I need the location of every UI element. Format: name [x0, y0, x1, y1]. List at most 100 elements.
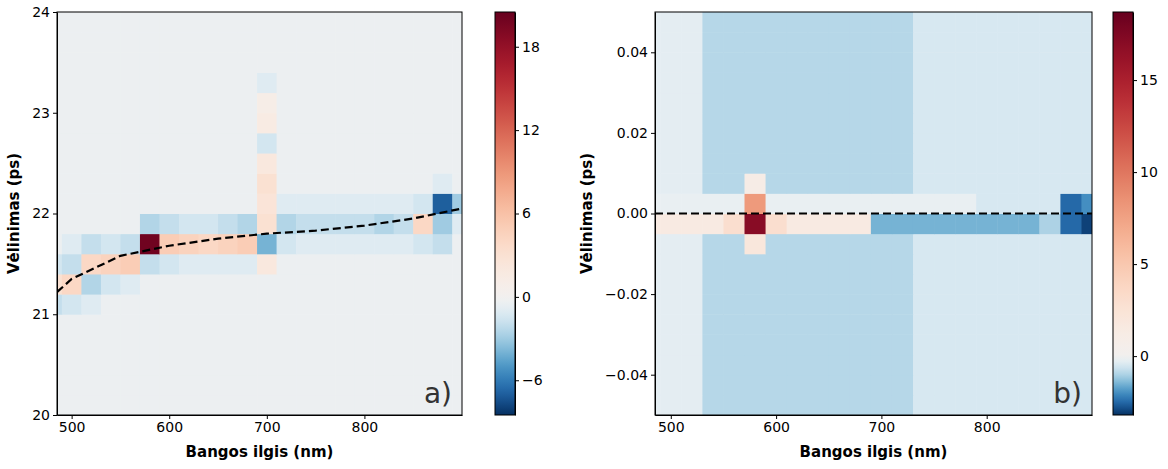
heatmap-cell — [452, 314, 462, 335]
heatmap-cell — [702, 113, 724, 134]
heatmap-cell — [723, 254, 745, 275]
heatmap-cell — [257, 133, 277, 154]
heatmap-cell — [955, 355, 977, 376]
heatmap-cell — [997, 193, 1019, 214]
heatmap-cell — [335, 214, 355, 235]
heatmap-cell — [296, 274, 316, 295]
heatmap-cell — [120, 314, 140, 335]
heatmap-cell — [955, 52, 977, 73]
heatmap-cell — [159, 153, 179, 174]
heatmap-cell — [355, 133, 375, 154]
heatmap-cell — [1018, 12, 1040, 33]
heatmap-cell — [413, 93, 433, 114]
tick-mark — [515, 47, 519, 48]
heatmap-cell — [871, 214, 893, 235]
heatmap-cell — [955, 395, 977, 415]
heatmap-cell — [850, 133, 872, 154]
heatmap-cell — [218, 153, 238, 174]
heatmap-cell — [374, 375, 394, 396]
heatmap-cell — [766, 52, 788, 73]
heatmap-cell — [745, 193, 767, 214]
tick-mark — [515, 214, 519, 215]
heatmap-cell — [140, 113, 160, 134]
heatmap-cell — [913, 395, 935, 415]
heatmap-cell — [62, 234, 82, 255]
heatmap-cell — [745, 314, 767, 335]
heatmap-cell — [81, 153, 101, 174]
heatmap-cell — [1018, 214, 1040, 235]
heatmap-cell — [218, 113, 238, 134]
heatmap-cell — [335, 113, 355, 134]
heatmap-cell — [934, 334, 956, 355]
heatmap-cell — [766, 355, 788, 376]
heatmap-cell — [1039, 234, 1061, 255]
heatmap-cell — [413, 274, 433, 295]
heatmap-cell — [702, 314, 724, 335]
heatmap-cell — [179, 254, 199, 275]
colorbar-ramp — [495, 12, 515, 415]
heatmap-cell — [808, 72, 830, 93]
heatmap-cell — [413, 254, 433, 275]
heatmap-cell — [766, 334, 788, 355]
heatmap-cell — [660, 334, 682, 355]
heatmap-cell — [955, 375, 977, 396]
heatmap-cell — [159, 294, 179, 315]
heatmap-cell — [913, 314, 935, 335]
heatmap-cell — [120, 274, 140, 295]
heatmap-cell — [934, 72, 956, 93]
heatmap-cell — [81, 274, 101, 295]
tick: 18 — [515, 39, 540, 55]
heatmap-cell — [850, 72, 872, 93]
heatmap-cell — [787, 133, 809, 154]
heatmap-cell — [433, 193, 453, 214]
heatmap-cell — [745, 153, 767, 174]
heatmap-cell — [892, 355, 914, 376]
heatmap-cell — [159, 314, 179, 335]
heatmap-cell — [955, 173, 977, 194]
heatmap-cell — [829, 173, 851, 194]
heatmap-cell — [723, 294, 745, 315]
heatmap-cell — [660, 153, 682, 174]
tick-label: 15 — [1140, 72, 1158, 88]
heatmap-cell — [277, 254, 297, 275]
heatmap-cell — [934, 214, 956, 235]
heatmap-cell — [702, 214, 724, 235]
heatmap-cell — [702, 72, 724, 93]
heatmap-cell — [81, 52, 101, 73]
heatmap-cell — [1039, 12, 1061, 33]
heatmap-cell — [1018, 32, 1040, 53]
heatmap-cell — [892, 32, 914, 53]
heatmap-cell — [374, 153, 394, 174]
heatmap-cell — [81, 334, 101, 355]
tick: 6 — [515, 205, 531, 221]
heatmap-cell — [101, 314, 121, 335]
heatmap-cell — [1081, 355, 1092, 376]
heatmap-cell — [1018, 274, 1040, 295]
heatmap-cell — [1039, 173, 1061, 194]
heatmap-cell — [257, 234, 277, 255]
heatmap-cell — [140, 133, 160, 154]
heatmap-cell — [808, 93, 830, 114]
figure: 5006007008002021222324Bangos ilgis (nm)V… — [0, 0, 1168, 469]
y-axis-title: Vėlinimas (ps) — [578, 153, 596, 274]
heatmap-cell — [1081, 133, 1092, 154]
heatmap-cell — [81, 395, 101, 415]
heatmap-cell — [976, 173, 998, 194]
colorbar-ramp — [1113, 12, 1133, 415]
y-axis: −0.04−0.020.000.020.04 — [605, 13, 655, 416]
heatmap-cell — [257, 254, 277, 275]
heatmap-cell — [850, 214, 872, 235]
tick-label: 0.04 — [617, 44, 648, 60]
heatmap-cell — [1039, 314, 1061, 335]
heatmap-cell — [660, 355, 682, 376]
heatmap-cell — [681, 153, 703, 174]
heatmap-cell — [316, 334, 336, 355]
heatmap-cell — [934, 355, 956, 376]
heatmap-cell — [702, 93, 724, 114]
heatmap-cell — [140, 294, 160, 315]
heatmap-cell — [452, 254, 462, 275]
heatmap-cell — [335, 375, 355, 396]
heatmap-cell — [316, 153, 336, 174]
panel-letter: b) — [1053, 377, 1082, 410]
heatmap-cell — [660, 234, 682, 255]
